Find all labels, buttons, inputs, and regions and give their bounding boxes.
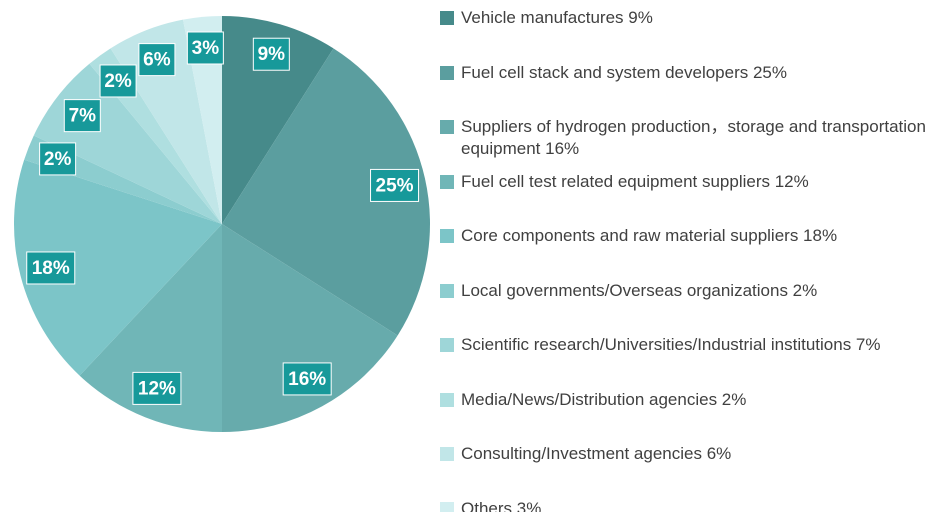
- legend-swatch: [440, 65, 454, 80]
- data-label: 12%: [138, 378, 176, 399]
- data-label: 9%: [258, 44, 286, 65]
- data-label: 16%: [288, 369, 326, 390]
- data-label: 18%: [32, 258, 70, 279]
- legend-label: Fuel cell stack and system developers 25…: [461, 62, 787, 82]
- pie-slice: [14, 159, 223, 376]
- legend-item: Vehicle manufactures 9%: [440, 7, 930, 29]
- legend-swatch: [440, 338, 454, 352]
- legend-item: Local governments/Overseas organizations…: [440, 280, 930, 302]
- legend-item: Core components and raw material supplie…: [440, 225, 930, 247]
- legend-swatch: [440, 11, 454, 25]
- data-label-box: [370, 168, 420, 202]
- data-label: 2%: [44, 149, 72, 170]
- data-label-box: [63, 99, 101, 133]
- pie-slice: [79, 224, 223, 432]
- legend-label: Media/News/Distribution agencies 2%: [461, 389, 747, 409]
- data-label: 2%: [104, 71, 132, 92]
- pie-slice: [183, 16, 222, 224]
- legend-swatch: [440, 283, 454, 298]
- legend-label: Suppliers of hydrogen production，storage…: [461, 117, 926, 158]
- pie-slice: [222, 48, 431, 336]
- legend-label: Core components and raw material supplie…: [461, 226, 838, 245]
- pie-slice: [222, 224, 398, 432]
- data-label: 6%: [143, 50, 171, 71]
- legend-label: Local governments/Overseas organizations…: [461, 280, 818, 300]
- legend-swatch: [440, 392, 454, 407]
- data-label-box: [132, 371, 182, 405]
- pie-slice: [222, 16, 334, 224]
- legend-item: Fuel cell stack and system developers 25…: [440, 62, 930, 84]
- legend-label: Fuel cell test related equipment supplie…: [461, 171, 809, 191]
- legend-item: Scientific research/Universities/Industr…: [440, 334, 930, 356]
- data-label-box: [39, 142, 77, 176]
- legend-item: Media/News/Distribution agencies 2%: [440, 389, 930, 411]
- legend-swatch: [440, 229, 454, 243]
- data-label-box: [138, 43, 176, 77]
- data-label-box: [26, 251, 76, 285]
- legend-label: Vehicle manufactures 9%: [461, 8, 653, 27]
- data-label-box: [252, 37, 290, 71]
- legend-swatch: [440, 501, 454, 512]
- data-label: 3%: [192, 38, 220, 59]
- data-label: 25%: [376, 175, 414, 196]
- data-label-box: [99, 64, 137, 98]
- legend-swatch: [440, 174, 454, 189]
- legend-item: Others 3%: [440, 498, 930, 512]
- legend-item: Fuel cell test related equipment supplie…: [440, 171, 930, 193]
- legend-label: Consulting/Investment agencies 6%: [461, 444, 732, 463]
- data-label-box: [186, 31, 224, 65]
- legend-item: Suppliers of hydrogen production，storage…: [440, 116, 930, 160]
- data-label-box: [282, 362, 332, 396]
- legend-swatch: [440, 447, 454, 461]
- pie-slice: [110, 19, 222, 225]
- data-label: 7%: [69, 106, 97, 127]
- legend-label: Scientific research/Universities/Industr…: [461, 335, 881, 354]
- legend-label: Others 3%: [461, 498, 542, 512]
- legend-item: Consulting/Investment agencies 6%: [440, 443, 930, 465]
- legend-swatch: [440, 120, 454, 134]
